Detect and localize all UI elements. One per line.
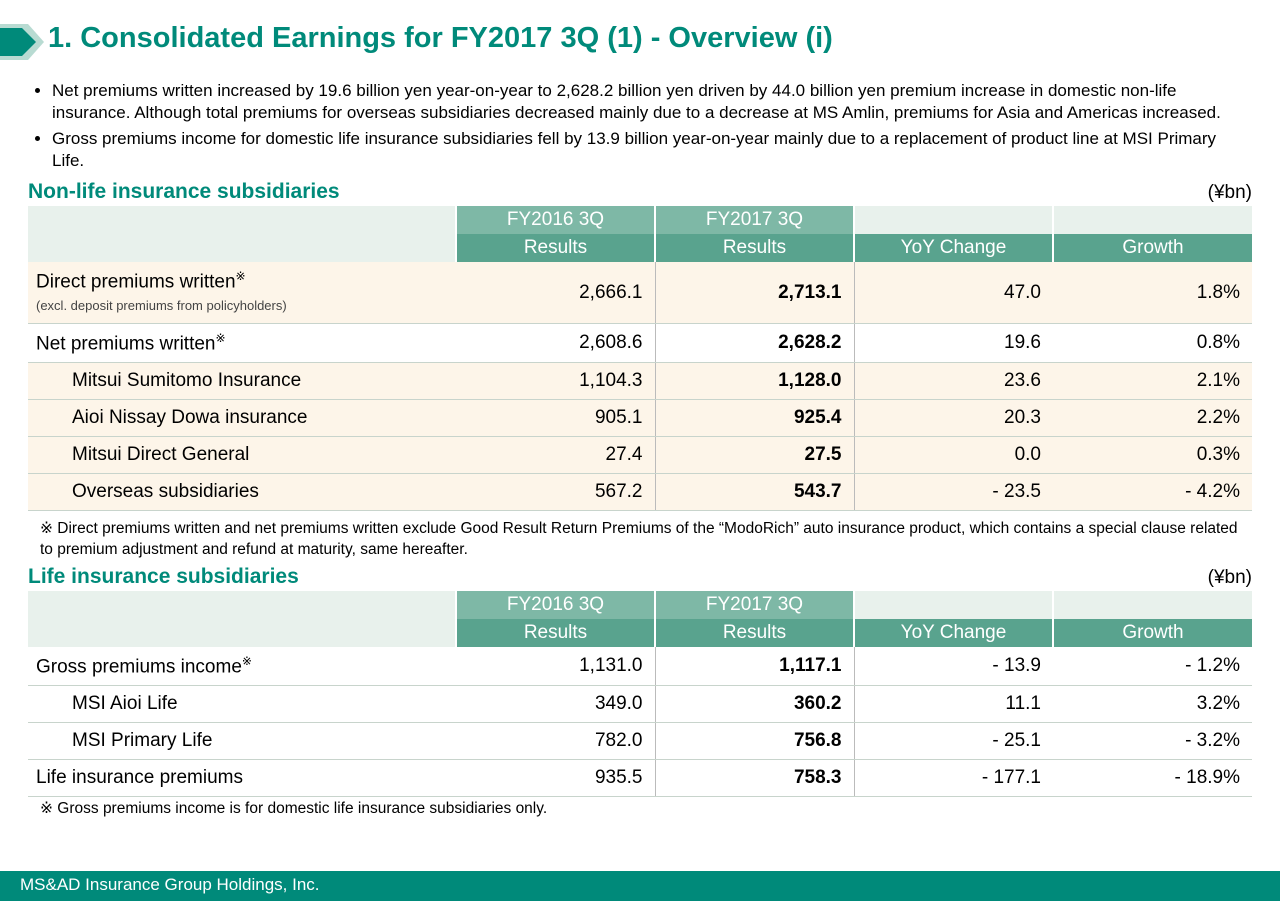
col-results: Results (456, 234, 655, 262)
table-subheader-row: Results Results YoY Change Growth (28, 619, 1252, 647)
col-yoy: YoY Change (854, 619, 1053, 647)
table-row: Overseas subsidiaries567.2543.7- 23.5- 4… (28, 474, 1252, 511)
col-growth: Growth (1053, 234, 1252, 262)
row-label: Mitsui Direct General (28, 437, 456, 474)
cell: 1,117.1 (655, 647, 854, 686)
table-row: Net premiums written※2,608.62,628.219.60… (28, 323, 1252, 362)
nonlife-section: Non-life insurance subsidiaries (¥bn) FY… (28, 180, 1252, 511)
row-label: MSI Primary Life (28, 723, 456, 760)
row-label: Life insurance premiums (28, 760, 456, 797)
cell: 349.0 (456, 686, 655, 723)
col-results: Results (655, 619, 854, 647)
table-row: MSI Aioi Life349.0360.211.13.2% (28, 686, 1252, 723)
bullet-item: Net premiums written increased by 19.6 b… (52, 80, 1252, 124)
cell: 2,713.1 (655, 262, 854, 323)
cell: - 3.2% (1053, 723, 1252, 760)
nonlife-unit: (¥bn) (1208, 182, 1252, 204)
table-row: Direct premiums written※(excl. deposit p… (28, 262, 1252, 323)
table-row: MSI Primary Life782.0756.8- 25.1- 3.2% (28, 723, 1252, 760)
table-row: Life insurance premiums935.5758.3- 177.1… (28, 760, 1252, 797)
page-title: 1. Consolidated Earnings for FY2017 3Q (… (48, 22, 833, 55)
col-results: Results (655, 234, 854, 262)
cell: - 177.1 (854, 760, 1053, 797)
nonlife-table: FY2016 3Q FY2017 3Q Results Results YoY … (28, 206, 1252, 511)
row-label: MSI Aioi Life (28, 686, 456, 723)
col-growth: Growth (1053, 619, 1252, 647)
title-bar: 1. Consolidated Earnings for FY2017 3Q (… (0, 18, 1280, 66)
row-label: Mitsui Sumitomo Insurance (28, 363, 456, 400)
cell: 2,628.2 (655, 323, 854, 362)
table-subheader-row: Results Results YoY Change Growth (28, 234, 1252, 262)
cell: 23.6 (854, 363, 1053, 400)
col-yoy: YoY Change (854, 234, 1053, 262)
cell: - 23.5 (854, 474, 1053, 511)
life-section: Life insurance subsidiaries (¥bn) FY2016… (28, 565, 1252, 797)
cell: 1,131.0 (456, 647, 655, 686)
cell: - 25.1 (854, 723, 1053, 760)
bullet-item: Gross premiums income for domestic life … (52, 128, 1252, 172)
cell: 11.1 (854, 686, 1053, 723)
row-label: Gross premiums income※ (28, 647, 456, 686)
col-fy2017: FY2017 3Q (655, 206, 854, 234)
table-row: Mitsui Sumitomo Insurance1,104.31,128.02… (28, 363, 1252, 400)
cell: 0.3% (1053, 437, 1252, 474)
cell: - 13.9 (854, 647, 1053, 686)
life-title: Life insurance subsidiaries (28, 565, 299, 589)
row-label: Overseas subsidiaries (28, 474, 456, 511)
col-results: Results (456, 619, 655, 647)
chevron-icon (0, 24, 46, 60)
cell: 2.1% (1053, 363, 1252, 400)
cell: 782.0 (456, 723, 655, 760)
col-fy2016: FY2016 3Q (456, 591, 655, 619)
cell: 0.0 (854, 437, 1053, 474)
cell: - 1.2% (1053, 647, 1252, 686)
nonlife-title: Non-life insurance subsidiaries (28, 180, 340, 204)
cell: - 18.9% (1053, 760, 1252, 797)
life-footnote: ※ Gross premiums income is for domestic … (40, 799, 1246, 820)
cell: 925.4 (655, 400, 854, 437)
cell: 567.2 (456, 474, 655, 511)
cell: 2.2% (1053, 400, 1252, 437)
cell: 935.5 (456, 760, 655, 797)
cell: 2,666.1 (456, 262, 655, 323)
table-header-row: FY2016 3Q FY2017 3Q (28, 206, 1252, 234)
row-label: Direct premiums written※(excl. deposit p… (28, 262, 456, 323)
cell: 756.8 (655, 723, 854, 760)
cell: 905.1 (456, 400, 655, 437)
footer-bar: MS&AD Insurance Group Holdings, Inc. (0, 871, 1280, 901)
cell: 19.6 (854, 323, 1053, 362)
col-fy2017: FY2017 3Q (655, 591, 854, 619)
table-row: Gross premiums income※1,131.01,117.1- 13… (28, 647, 1252, 686)
row-label: Aioi Nissay Dowa insurance (28, 400, 456, 437)
row-label: Net premiums written※ (28, 323, 456, 362)
col-fy2016: FY2016 3Q (456, 206, 655, 234)
cell: - 4.2% (1053, 474, 1252, 511)
cell: 20.3 (854, 400, 1053, 437)
life-unit: (¥bn) (1208, 567, 1252, 589)
overview-bullets: Net premiums written increased by 19.6 b… (28, 80, 1252, 172)
cell: 1.8% (1053, 262, 1252, 323)
cell: 1,104.3 (456, 363, 655, 400)
nonlife-footnote: ※ Direct premiums written and net premiu… (40, 519, 1246, 561)
cell: 360.2 (655, 686, 854, 723)
table-row: Mitsui Direct General27.427.50.00.3% (28, 437, 1252, 474)
cell: 0.8% (1053, 323, 1252, 362)
cell: 1,128.0 (655, 363, 854, 400)
life-table: FY2016 3Q FY2017 3Q Results Results YoY … (28, 591, 1252, 797)
cell: 27.5 (655, 437, 854, 474)
table-header-row: FY2016 3Q FY2017 3Q (28, 591, 1252, 619)
cell: 27.4 (456, 437, 655, 474)
cell: 758.3 (655, 760, 854, 797)
table-row: Aioi Nissay Dowa insurance905.1925.420.3… (28, 400, 1252, 437)
cell: 47.0 (854, 262, 1053, 323)
cell: 543.7 (655, 474, 854, 511)
cell: 3.2% (1053, 686, 1252, 723)
cell: 2,608.6 (456, 323, 655, 362)
